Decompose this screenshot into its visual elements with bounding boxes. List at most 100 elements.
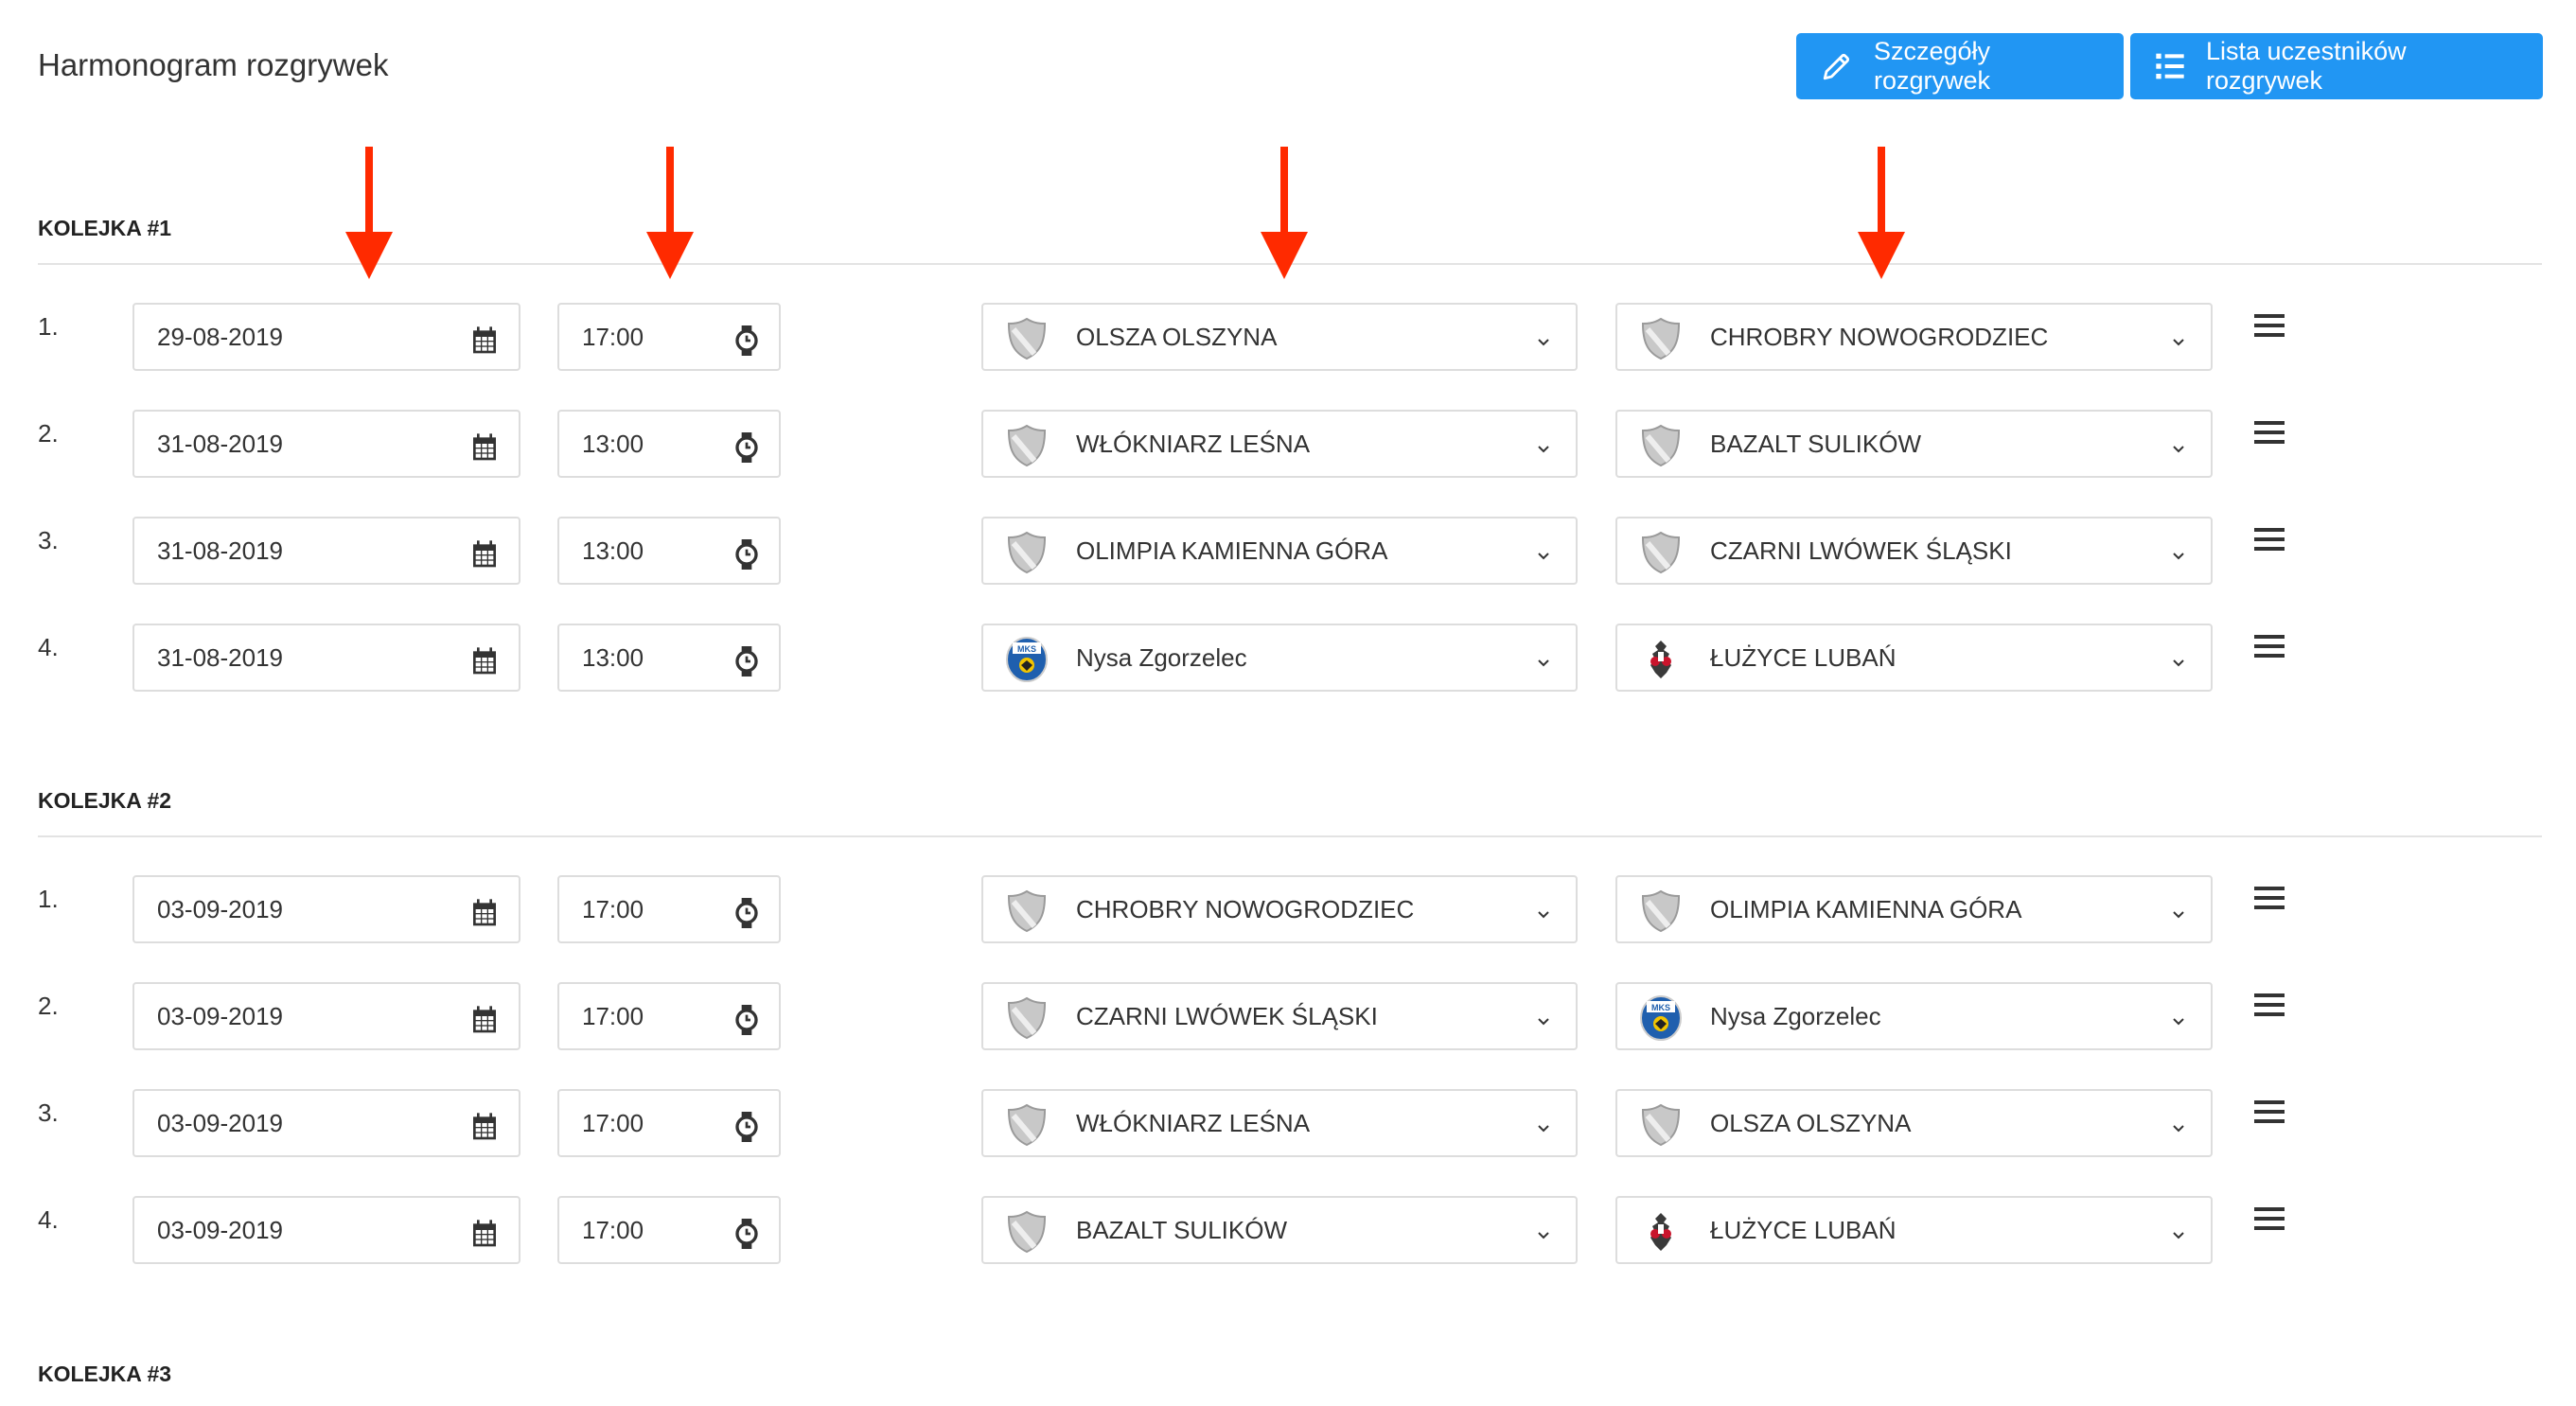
watch-icon[interactable] — [733, 539, 760, 576]
time-input[interactable]: 13:00 — [557, 517, 781, 585]
date-value: 03-09-2019 — [157, 894, 283, 923]
watch-icon[interactable] — [733, 898, 760, 935]
home-team-select[interactable]: CHROBRY NOWOGRODZIEC — [981, 875, 1578, 943]
time-input[interactable]: 13:00 — [557, 624, 781, 692]
chevron-down-icon — [1534, 1009, 1553, 1038]
match-row: 3. 03-09-2019 17:00 WŁÓKNIARZ LEŚNA OLSZ… — [0, 1089, 2576, 1157]
home-team-select[interactable]: CZARNI LWÓWEK ŚLĄSKI — [981, 982, 1578, 1050]
annotation-arrow-icon — [345, 147, 393, 284]
home-team-name: CHROBRY NOWOGRODZIEC — [1076, 894, 1415, 923]
away-team-select[interactable]: BAZALT SULIKÓW — [1615, 410, 2213, 478]
calendar-icon[interactable] — [469, 325, 500, 362]
watch-icon[interactable] — [733, 1219, 760, 1256]
away-team-select[interactable]: ŁUŻYCE LUBAŃ — [1615, 624, 2213, 692]
drag-handle-menu-icon[interactable] — [2254, 1205, 2285, 1237]
chevron-down-icon — [2169, 329, 2188, 359]
chevron-down-icon — [1534, 1222, 1553, 1252]
date-input[interactable]: 31-08-2019 — [132, 517, 520, 585]
shield-icon — [1004, 530, 1050, 582]
competition-details-button[interactable]: Szczegóły rozgrywek — [1796, 33, 2124, 99]
drag-handle-menu-icon[interactable] — [2254, 526, 2285, 557]
home-team-select[interactable]: MKS Nysa Zgorzelec — [981, 624, 1578, 692]
chevron-down-icon — [2169, 902, 2188, 931]
drag-handle-menu-icon[interactable] — [2254, 312, 2285, 343]
match-row: 1. 03-09-2019 17:00 CHROBRY NOWOGRODZIEC… — [0, 875, 2576, 943]
round-label: KOLEJKA #2 — [38, 788, 172, 813]
match-row: 4. 03-09-2019 17:00 BAZALT SULIKÓW ŁUŻYC… — [0, 1196, 2576, 1264]
shield-icon — [1004, 423, 1050, 475]
chevron-down-icon — [2169, 543, 2188, 572]
time-input[interactable]: 17:00 — [557, 1196, 781, 1264]
date-input[interactable]: 31-08-2019 — [132, 410, 520, 478]
date-input[interactable]: 03-09-2019 — [132, 1089, 520, 1157]
round-label: KOLEJKA #3 — [38, 1362, 172, 1386]
drag-handle-menu-icon[interactable] — [2254, 992, 2285, 1023]
drag-handle-menu-icon[interactable] — [2254, 1098, 2285, 1130]
date-input[interactable]: 31-08-2019 — [132, 624, 520, 692]
match-row: 2. 31-08-2019 13:00 WŁÓKNIARZ LEŚNA BAZA… — [0, 410, 2576, 478]
home-team-select[interactable]: WŁÓKNIARZ LEŚNA — [981, 410, 1578, 478]
watch-icon[interactable] — [733, 1112, 760, 1149]
date-input[interactable]: 03-09-2019 — [132, 1196, 520, 1264]
match-number: 1. — [38, 312, 59, 341]
drag-handle-menu-icon[interactable] — [2254, 419, 2285, 450]
home-team-select[interactable]: WŁÓKNIARZ LEŚNA — [981, 1089, 1578, 1157]
time-input[interactable]: 17:00 — [557, 1089, 781, 1157]
calendar-icon[interactable] — [469, 1112, 500, 1149]
calendar-icon[interactable] — [469, 1219, 500, 1256]
participants-list-button[interactable]: Lista uczestników rozgrywek — [2130, 33, 2543, 99]
home-team-select[interactable]: BAZALT SULIKÓW — [981, 1196, 1578, 1264]
watch-icon[interactable] — [733, 646, 760, 683]
calendar-icon[interactable] — [469, 432, 500, 469]
away-team-select[interactable]: CZARNI LWÓWEK ŚLĄSKI — [1615, 517, 2213, 585]
away-team-name: CZARNI LWÓWEK ŚLĄSKI — [1710, 536, 2012, 565]
away-team-select[interactable]: OLSZA OLSZYNA — [1615, 1089, 2213, 1157]
date-value: 03-09-2019 — [157, 1215, 283, 1244]
watch-icon[interactable] — [733, 432, 760, 469]
date-value: 29-08-2019 — [157, 322, 283, 351]
svg-text:MKS: MKS — [1017, 644, 1036, 654]
drag-handle-menu-icon[interactable] — [2254, 633, 2285, 664]
date-value: 31-08-2019 — [157, 536, 283, 565]
match-number: 3. — [38, 1098, 59, 1127]
watch-icon[interactable] — [733, 325, 760, 362]
time-value: 13:00 — [582, 642, 644, 672]
home-team-select[interactable]: OLSZA OLSZYNA — [981, 303, 1578, 371]
luzyce-club-logo — [1638, 637, 1684, 689]
drag-handle-menu-icon[interactable] — [2254, 885, 2285, 916]
shield-icon — [1004, 1102, 1050, 1154]
home-team-select[interactable]: OLIMPIA KAMIENNA GÓRA — [981, 517, 1578, 585]
date-input[interactable]: 03-09-2019 — [132, 982, 520, 1050]
svg-text:MKS: MKS — [1651, 1003, 1670, 1012]
shield-icon — [1638, 423, 1684, 475]
away-team-select[interactable]: OLIMPIA KAMIENNA GÓRA — [1615, 875, 2213, 943]
calendar-icon[interactable] — [469, 646, 500, 683]
time-input[interactable]: 17:00 — [557, 303, 781, 371]
match-row: 3. 31-08-2019 13:00 OLIMPIA KAMIENNA GÓR… — [0, 517, 2576, 585]
away-team-select[interactable]: CHROBRY NOWOGRODZIEC — [1615, 303, 2213, 371]
date-input[interactable]: 03-09-2019 — [132, 875, 520, 943]
away-team-select[interactable]: MKS Nysa Zgorzelec — [1615, 982, 2213, 1050]
date-input[interactable]: 29-08-2019 — [132, 303, 520, 371]
home-team-name: OLIMPIA KAMIENNA GÓRA — [1076, 536, 1388, 565]
calendar-icon[interactable] — [469, 898, 500, 935]
chevron-down-icon — [1534, 543, 1553, 572]
calendar-icon[interactable] — [469, 1005, 500, 1042]
calendar-icon[interactable] — [469, 539, 500, 576]
divider — [38, 835, 2542, 837]
time-value: 17:00 — [582, 1108, 644, 1137]
date-value: 31-08-2019 — [157, 429, 283, 458]
away-team-name: OLIMPIA KAMIENNA GÓRA — [1710, 894, 2022, 923]
list-icon — [2156, 53, 2184, 79]
match-number: 2. — [38, 419, 59, 448]
time-input[interactable]: 17:00 — [557, 875, 781, 943]
time-input[interactable]: 13:00 — [557, 410, 781, 478]
match-number: 3. — [38, 526, 59, 554]
away-team-name: BAZALT SULIKÓW — [1710, 429, 1921, 458]
away-team-name: ŁUŻYCE LUBAŃ — [1710, 642, 1897, 672]
watch-icon[interactable] — [733, 1005, 760, 1042]
time-input[interactable]: 17:00 — [557, 982, 781, 1050]
away-team-select[interactable]: ŁUŻYCE LUBAŃ — [1615, 1196, 2213, 1264]
match-number: 2. — [38, 992, 59, 1020]
home-team-name: WŁÓKNIARZ LEŚNA — [1076, 1108, 1311, 1137]
